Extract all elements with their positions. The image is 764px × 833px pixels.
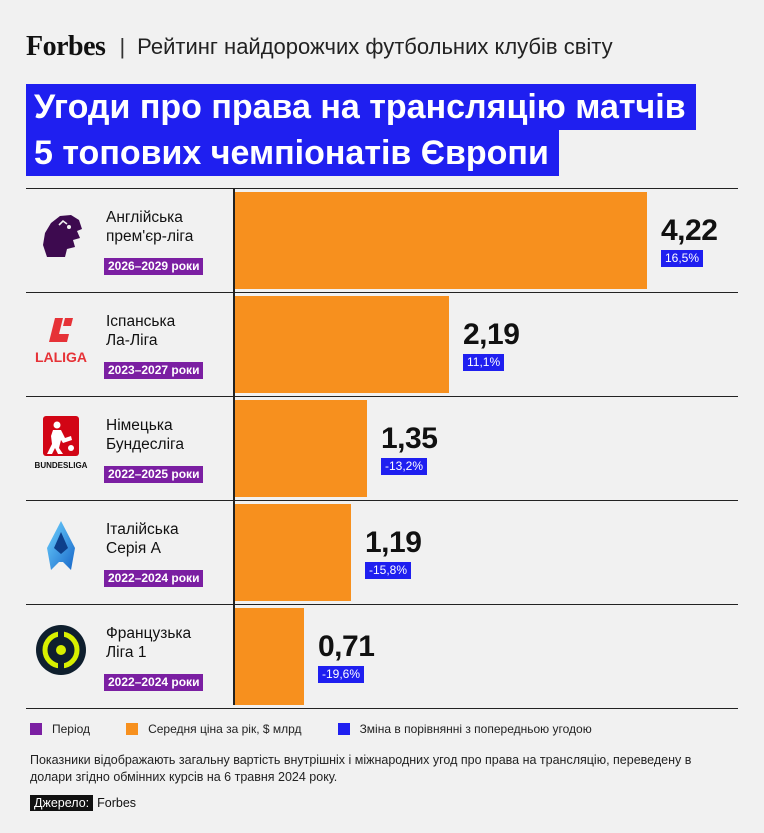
value-label-3: 1,19 xyxy=(365,526,422,559)
legend-label-change: Зміна в порівнянні з попередньою угодою xyxy=(359,722,592,736)
legend-item-change: Зміна в порівнянні з попередньою угодою xyxy=(337,722,592,736)
svg-text:BUNDESLIGA: BUNDESLIGA xyxy=(35,461,88,470)
league-name-line2-4: Ліга 1 xyxy=(106,644,147,661)
league-name-line1-4: Французька xyxy=(106,625,192,642)
legend-swatch-period xyxy=(30,723,42,735)
row-divider xyxy=(26,500,738,501)
change-badge-1: 11,1% xyxy=(463,354,505,371)
value-label-0: 4,22 xyxy=(661,214,718,247)
chart-title-line-2: 5 топових чемпіонатів Європи xyxy=(26,130,559,176)
ligue-1-logo-icon xyxy=(36,625,86,675)
header-separator: | xyxy=(119,34,126,59)
premier-league-lion-icon xyxy=(43,215,82,257)
value-label-2: 1,35 xyxy=(381,422,438,455)
chart-title-line-1: Угоди про права на трансляцію матчів xyxy=(26,84,696,130)
period-badge-4: 2022–2024 роки xyxy=(104,674,204,691)
bundesliga-logo-icon: BUNDESLIGA xyxy=(35,416,88,470)
row-divider xyxy=(26,396,738,397)
bar-2 xyxy=(235,400,367,497)
change-badge-2: -13,2% xyxy=(381,458,428,475)
svg-text:LALIGA: LALIGA xyxy=(35,349,87,365)
period-badge-0: 2026–2029 роки xyxy=(104,258,204,275)
legend-label-price: Середня ціна за рік, $ млрд xyxy=(148,722,302,736)
legend-swatch-price xyxy=(126,723,139,735)
value-label-4: 0,71 xyxy=(318,630,375,663)
period-badge-2: 2022–2025 роки xyxy=(104,466,204,483)
header-subtitle: Рейтинг найдорожчих футбольних клубів св… xyxy=(137,34,613,59)
change-badge-4: -19,6% xyxy=(318,666,365,683)
source-label: Джерело: xyxy=(30,795,94,811)
bar-4 xyxy=(235,608,304,705)
chart-axis-line xyxy=(233,188,235,705)
period-badge-3: 2022–2024 роки xyxy=(104,570,204,587)
forbes-logo: Forbes xyxy=(26,31,106,62)
legend-item-period: Період xyxy=(30,722,90,736)
period-badge-1: 2023–2027 роки xyxy=(104,362,204,379)
row-divider xyxy=(26,708,738,709)
league-name-line1-0: Англійська xyxy=(106,209,183,226)
row-divider xyxy=(26,292,738,293)
league-name-line1-3: Італійська xyxy=(106,521,179,538)
change-badge-0: 16,5% xyxy=(661,250,704,267)
legend-label-period: Період xyxy=(52,722,91,736)
row-divider xyxy=(26,188,738,189)
serie-a-logo-icon xyxy=(47,521,75,570)
value-label-1: 2,19 xyxy=(463,318,520,351)
legend: Період Середня ціна за рік, $ млрд Зміна… xyxy=(30,722,628,736)
change-badge-3: -15,8% xyxy=(365,562,412,579)
league-name-line1-2: Німецька xyxy=(106,417,173,434)
legend-swatch-change xyxy=(337,723,350,735)
source-value: Forbes xyxy=(97,796,137,810)
source: Джерело: Forbes xyxy=(30,795,136,811)
laliga-logo-icon: LALIGA xyxy=(35,318,87,365)
row-divider xyxy=(26,604,738,605)
footnote: Показники відображають загальну вартість… xyxy=(30,753,692,784)
league-name-line1-1: Іспанська xyxy=(106,313,176,330)
bar-1 xyxy=(235,296,449,393)
bar-0 xyxy=(235,192,647,289)
legend-item-price: Середня ціна за рік, $ млрд xyxy=(126,722,302,736)
bar-3 xyxy=(235,504,351,601)
header: Forbes | Рейтинг найдорожчих футбольних … xyxy=(26,30,613,64)
league-name-line2-0: прем'єр-ліга xyxy=(106,228,194,245)
league-name-line2-3: Серія А xyxy=(106,540,161,557)
league-name-line2-1: Ла-Ліга xyxy=(106,332,158,349)
league-name-line2-2: Бундесліга xyxy=(106,436,184,453)
